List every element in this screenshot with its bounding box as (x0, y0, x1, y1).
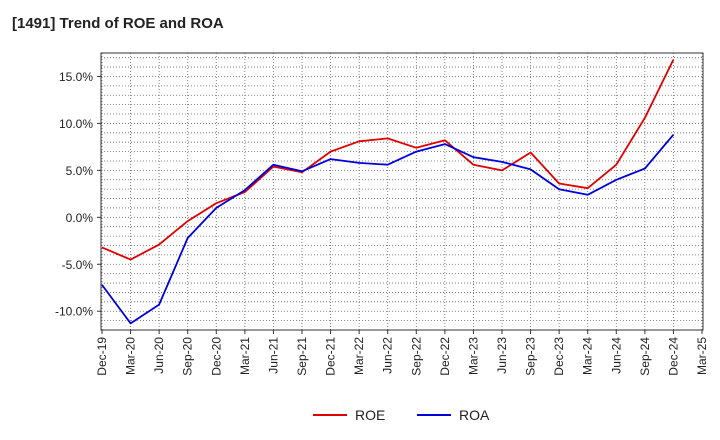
series-lines (101, 58, 675, 325)
y-tick-label: -5.0% (62, 258, 94, 272)
data-point-roe (643, 116, 646, 119)
data-point-roe (329, 150, 332, 153)
data-point-roa (158, 303, 161, 306)
data-point-roe (415, 146, 418, 149)
data-point-roe (529, 151, 532, 154)
data-point-roa (243, 189, 246, 192)
x-tick-label: Sep-20 (181, 337, 195, 376)
x-tick-label: Mar-22 (352, 337, 366, 375)
x-tick-label: Jun-21 (266, 337, 280, 374)
x-tick-label: Mar-24 (581, 337, 595, 375)
x-tick-label: Jun-24 (609, 337, 623, 374)
data-point-roe (215, 202, 218, 205)
x-tick-label: Dec-23 (552, 337, 566, 376)
chart-title: [1491] Trend of ROE and ROA (12, 15, 224, 32)
x-tick-label: Mar-20 (124, 337, 138, 375)
y-tick-label: -10.0% (55, 305, 93, 319)
data-point-roa (329, 158, 332, 161)
series-line-roe (101, 59, 675, 261)
data-point-roe (672, 58, 675, 61)
x-axis: Dec-19 Mar-20 Jun-20 Sep-20 Dec-20 Mar-21 Jun-… (95, 330, 709, 376)
x-tick-label: Mar-21 (238, 337, 252, 375)
grid (101, 53, 703, 331)
x-tick-label: Jun-22 (381, 337, 395, 374)
data-point-roe (558, 182, 561, 185)
data-point-roa (672, 133, 675, 136)
y-tick-label: 15.0% (59, 70, 93, 84)
data-point-roa (443, 143, 446, 146)
data-point-roa (472, 156, 475, 159)
x-tick-label: Mar-23 (466, 337, 480, 375)
data-point-roa (415, 150, 418, 153)
data-point-roe (129, 258, 132, 261)
data-point-roa (215, 206, 218, 209)
x-tick-label: Dec-24 (666, 337, 680, 376)
data-point-roa (643, 167, 646, 170)
x-tick-label: Dec-21 (324, 337, 338, 376)
data-point-roe (101, 246, 104, 249)
data-point-roe (186, 220, 189, 223)
data-point-roe (586, 187, 589, 190)
x-tick-label: Sep-21 (295, 337, 309, 376)
data-point-roe (158, 243, 161, 246)
x-tick-label: Dec-22 (438, 337, 452, 376)
data-point-roa (529, 168, 532, 171)
y-tick-label: 5.0% (66, 164, 94, 178)
x-tick-label: Jun-23 (495, 337, 509, 374)
legend-label-roe: ROE (355, 407, 385, 423)
series-line-roa (101, 134, 675, 325)
plot-area (100, 52, 704, 331)
data-point-roa (586, 193, 589, 196)
data-point-roa (386, 163, 389, 166)
legend: ROE ROA (313, 407, 490, 423)
data-point-roa (615, 178, 618, 181)
x-tick-label: Dec-19 (95, 337, 109, 376)
data-point-roe (501, 169, 504, 172)
data-point-roe (386, 137, 389, 140)
x-tick-label: Mar-25 (695, 337, 709, 375)
data-point-roe (358, 140, 361, 143)
data-point-roe (615, 163, 618, 166)
data-point-roa (186, 236, 189, 239)
data-point-roa (558, 188, 561, 191)
data-point-roe (472, 163, 475, 166)
x-tick-label: Sep-24 (638, 337, 652, 376)
legend-label-roa: ROA (459, 407, 490, 423)
data-point-roa (301, 170, 304, 173)
x-tick-label: Sep-22 (409, 337, 423, 376)
data-point-roa (101, 283, 104, 286)
x-tick-label: Sep-23 (524, 337, 538, 376)
data-point-roa (358, 161, 361, 164)
y-tick-label: 0.0% (66, 211, 94, 225)
data-point-roa (501, 160, 504, 163)
y-axis: 15.0% 10.0% 5.0% 0.0% -5.0% -10.0% (55, 70, 101, 319)
data-point-roa (129, 322, 132, 325)
y-tick-label: 10.0% (59, 117, 93, 131)
data-point-roa (272, 163, 275, 166)
x-tick-label: Dec-20 (209, 337, 223, 376)
data-point-roe (443, 139, 446, 142)
x-tick-label: Jun-20 (152, 337, 166, 374)
